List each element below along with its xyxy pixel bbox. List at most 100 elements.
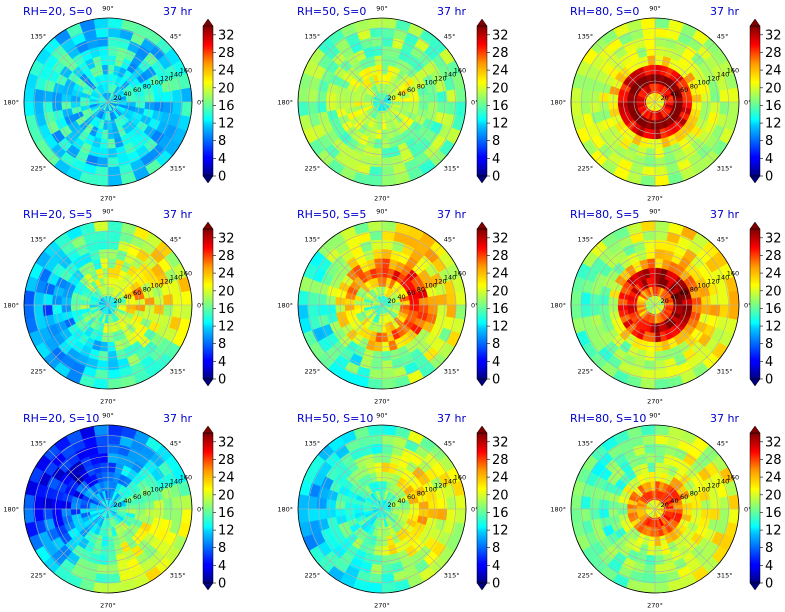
colorbar-tick-label: 12 (218, 320, 235, 335)
heatmap-cell (153, 304, 165, 315)
angle-tick-label: 180° (3, 99, 19, 107)
heatmap-cell (162, 101, 174, 114)
colorbar-tick-label: 8 (492, 541, 500, 556)
heatmap-cell (107, 563, 120, 575)
radial-tick-label: 160 (454, 474, 466, 482)
colorbar-tick-label: 32 (218, 231, 235, 246)
panel-time-label: 37 hr (437, 412, 466, 425)
colorbar-tick-label: 20 (765, 81, 782, 96)
angle-tick-label: 135° (305, 33, 321, 41)
angle-tick-label: 90° (649, 412, 661, 420)
colorbar-tick-label: 4 (492, 355, 500, 370)
angle-tick-label: 270° (374, 195, 390, 203)
colorbar-tick-label: 28 (218, 453, 235, 468)
radial-tick-label: 120 (707, 481, 719, 489)
grid-spoke (48, 304, 109, 365)
heatmap-cell (570, 508, 582, 524)
colorbar: 0 4 8 12 16 20 24 28 32 (202, 18, 235, 185)
angle-tick-label: 270° (647, 602, 663, 610)
heatmap-cell (700, 101, 712, 112)
angle-tick-label: 315° (444, 367, 460, 375)
colorbar-tick-label: 8 (492, 134, 500, 149)
heatmap-cell (162, 497, 174, 510)
heatmap-cell (436, 508, 448, 521)
heatmap-cell (589, 90, 601, 103)
angle-tick-label: 225° (578, 571, 594, 579)
heatmap-cell (42, 508, 54, 521)
angle-tick-label: 270° (647, 195, 663, 203)
heatmap-cell (700, 304, 712, 315)
heatmap-cell (643, 563, 656, 575)
colorbar-extend-min (476, 175, 488, 184)
heatmap-cell (51, 92, 63, 103)
grid-spoke (107, 101, 168, 162)
radial-tick-label: 100 (150, 485, 162, 493)
heatmap-cell (181, 101, 193, 117)
heatmap-cell (381, 17, 397, 29)
heatmap-cell (93, 582, 109, 594)
radial-tick-label: 80 (417, 82, 425, 90)
angle-tick-label: 90° (649, 5, 661, 13)
radial-tick-label: 160 (180, 67, 192, 75)
colorbar-tick-label: 4 (492, 152, 500, 167)
angle-tick-label: 225° (31, 164, 47, 172)
colorbar-tick-label: 4 (765, 152, 773, 167)
radial-tick-label: 20 (114, 501, 122, 509)
grid-spoke (107, 449, 168, 510)
colorbar-extend-min (202, 582, 214, 591)
colorbar-extend-min (476, 378, 488, 387)
grid-spoke (654, 101, 715, 162)
heatmap-cell (654, 248, 665, 260)
colorbar-tick-label: 32 (218, 28, 235, 43)
radial-tick-label: 40 (123, 497, 131, 505)
heatmap-cell (370, 36, 383, 48)
angle-tick-label: 180° (277, 99, 293, 107)
polar-outline (297, 220, 467, 390)
heatmap-cell (654, 378, 670, 390)
radial-tick-label: 40 (123, 90, 131, 98)
heatmap-cell (98, 350, 109, 362)
heatmap-cell (589, 101, 601, 114)
heatmap-cell (297, 87, 309, 103)
angle-tick-label: 225° (31, 571, 47, 579)
colorbar-tick-label: 0 (492, 170, 500, 185)
heatmap-cell (381, 378, 397, 390)
colorbar-tick-label: 28 (765, 453, 782, 468)
radial-tick-label: 60 (680, 289, 688, 297)
grid-spoke (322, 42, 383, 103)
radial-tick-label: 20 (114, 94, 122, 102)
polar-grid (23, 17, 193, 187)
heatmap-cell (107, 248, 118, 260)
heatmap-cell (23, 87, 35, 103)
grid-spoke (107, 42, 168, 103)
colorbar-tick-label: 0 (765, 577, 773, 592)
radial-tick-label: 140 (717, 71, 729, 79)
colorbar-tick-label: 24 (765, 471, 782, 486)
heatmap-cell (645, 554, 656, 566)
angle-tick-label: 90° (649, 208, 661, 216)
colorbar-tick-label: 4 (218, 355, 226, 370)
heatmap-field (297, 17, 467, 187)
radial-tick-label: 80 (417, 489, 425, 497)
radial-tick-label: 80 (690, 489, 698, 497)
polar-panel: RH=20, S=0 37 hr 90° 45° 0° 315° 270° 225° 180° 1… (3, 5, 234, 203)
heatmap-cell (589, 508, 601, 521)
heatmap-cell (455, 508, 467, 524)
panel-title: RH=20, S=5 (23, 208, 92, 221)
colorbar-tick-label: 4 (492, 559, 500, 574)
heatmap-cell (427, 304, 439, 315)
heatmap-cell (181, 494, 193, 510)
colorbar-gradient (202, 432, 214, 584)
heatmap-cell (370, 563, 383, 575)
heatmap-cell (367, 175, 383, 187)
colorbar-tick-label: 12 (765, 524, 782, 539)
heatmap-cell (455, 290, 467, 306)
heatmap-cell (93, 424, 109, 436)
heatmap-cell (107, 17, 123, 29)
angle-tick-label: 45° (170, 440, 182, 448)
angle-tick-label: 270° (100, 398, 116, 406)
radial-tick-label: 160 (454, 67, 466, 75)
colorbar-tick-label: 8 (765, 134, 773, 149)
colorbar-tick-label: 12 (492, 117, 509, 132)
heatmap-cell (381, 582, 397, 594)
